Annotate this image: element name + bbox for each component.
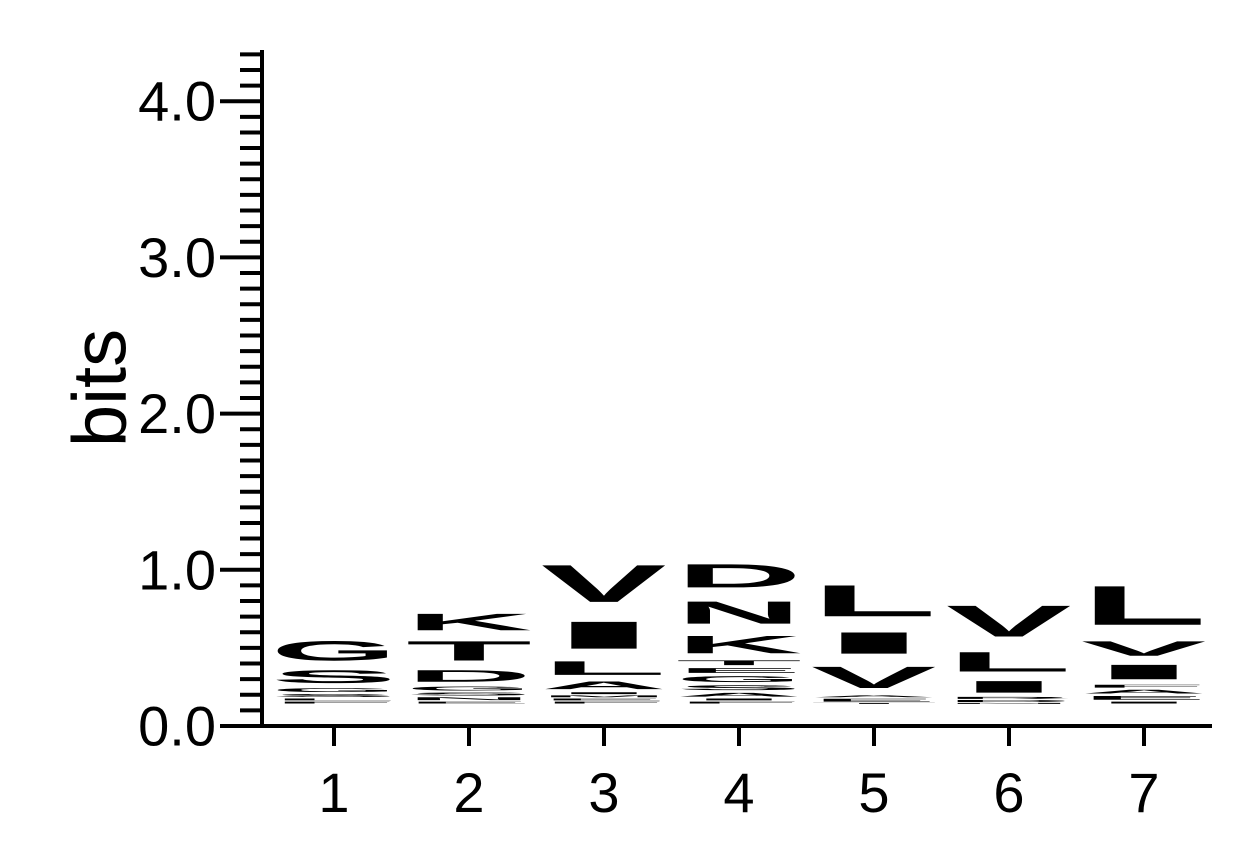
logo-letter: A: [1081, 689, 1207, 695]
logo-letter: N: [406, 696, 532, 701]
y-tick-label: 3.0: [138, 226, 216, 289]
logo-letter: F: [1081, 684, 1207, 689]
logo-letter: I: [1081, 660, 1207, 683]
logo-letter: D: [946, 699, 1072, 702]
logo-letter: I: [946, 678, 1072, 697]
logo-letter: S: [406, 692, 532, 697]
logo-letter: S: [271, 693, 397, 698]
logo-letter: D: [676, 557, 802, 595]
x-tick-label: 3: [588, 761, 619, 824]
logo-letter: E: [676, 667, 802, 675]
logo-letter: I: [541, 692, 667, 695]
logo-letter: R: [946, 696, 1072, 699]
logo-letter: S: [676, 684, 802, 692]
logo-letter: G: [271, 635, 397, 666]
logo-letter: K: [676, 631, 802, 659]
x-tick-label: 1: [318, 761, 349, 824]
y-tick-label: 0.0: [138, 695, 216, 758]
logo-letter: I: [1081, 701, 1207, 704]
logo-letter: E: [1081, 695, 1207, 701]
y-tick-label: 4.0: [138, 70, 216, 133]
logo-letter: G: [271, 687, 397, 693]
x-tick-label: 5: [858, 761, 889, 824]
x-tick-label: 4: [723, 761, 754, 824]
logo-letter: I: [676, 698, 802, 701]
logo-letter: L: [541, 657, 667, 679]
logo-letter: V: [811, 660, 936, 694]
x-ticks: 1 2 3 4 5 6 7: [318, 726, 1160, 824]
logo-letter: M: [541, 695, 667, 698]
y-axis-label: bits: [58, 329, 143, 447]
logo-letter: L: [271, 698, 397, 701]
logo-letter: K: [406, 609, 532, 635]
logo-letter: T: [406, 635, 532, 666]
logo-letter: F: [676, 701, 802, 704]
logo-letter: V: [541, 554, 666, 613]
logo-letter: I: [811, 626, 937, 660]
logo-letter: G: [406, 685, 532, 691]
logo-letter: A: [541, 679, 667, 691]
y-axis: 0.0 1.0 2.0 3.0 4.0 bits: [58, 50, 264, 758]
y-ticks: 0.0 1.0 2.0 3.0 4.0: [138, 52, 262, 758]
letter-stacks: FLSGSGENSGDTKFEMIALIVFIASGETKNDTEAVILNDR…: [271, 554, 1207, 704]
y-tick-label: 1.0: [138, 538, 216, 601]
logo-letter: E: [811, 698, 937, 703]
logo-letter: V: [1081, 637, 1206, 660]
x-tick-label: 2: [453, 761, 484, 824]
x-tick-label: 7: [1128, 761, 1159, 824]
x-tick-label: 6: [993, 761, 1024, 824]
logo-letter: L: [1081, 574, 1207, 636]
logo-letter: A: [676, 692, 802, 698]
logo-letter: N: [676, 595, 802, 631]
x-axis: 1 2 3 4 5 6 7: [220, 724, 1212, 824]
logo-letter: T: [811, 703, 937, 705]
logo-letter: N: [946, 703, 1072, 705]
logo-letter: F: [271, 701, 397, 704]
logo-letter: L: [946, 646, 1072, 677]
logo-letter: D: [406, 667, 532, 686]
logo-letter: L: [811, 576, 937, 626]
logo-letter: I: [541, 613, 667, 657]
logo-letter: E: [406, 701, 532, 704]
logo-letter: E: [541, 698, 667, 701]
logo-letter: A: [811, 695, 937, 698]
logo-letter: G: [676, 674, 802, 683]
y-tick-label: 2.0: [138, 382, 216, 445]
logo-letter: F: [541, 701, 667, 704]
logo-letter: S: [271, 667, 397, 687]
logo-letter: T: [676, 659, 802, 667]
logo-letter: V: [946, 596, 1071, 646]
